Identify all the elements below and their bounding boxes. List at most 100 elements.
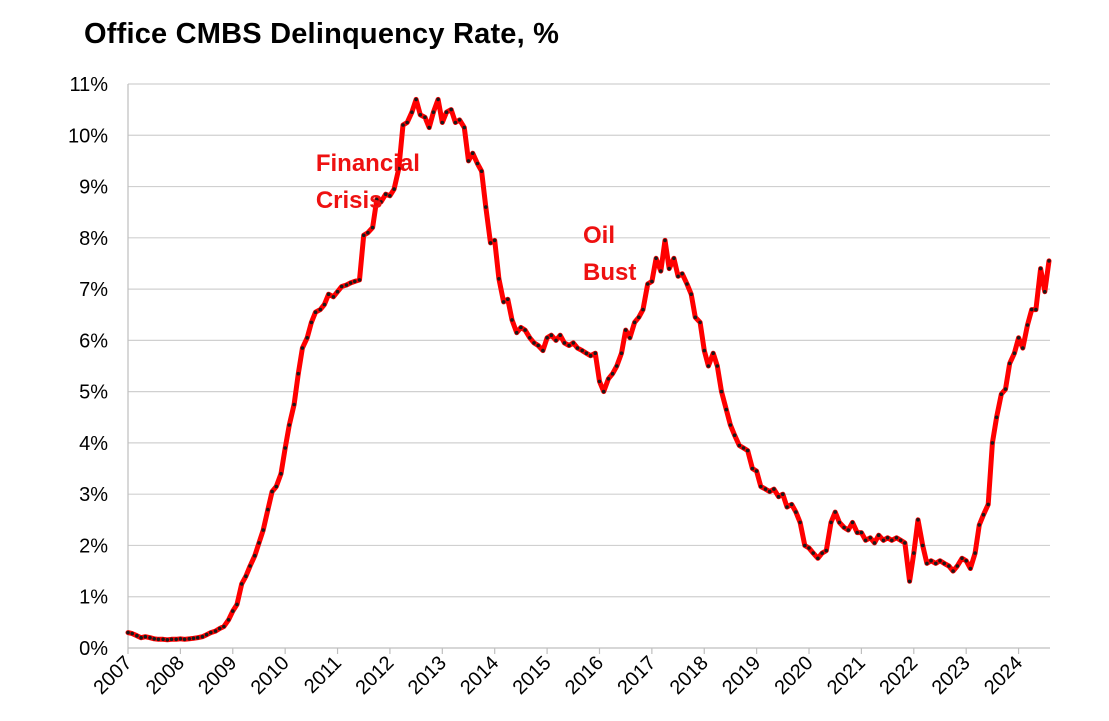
data-point [357, 278, 362, 282]
data-point [1021, 346, 1025, 350]
data-point [126, 630, 130, 635]
data-point [348, 281, 353, 285]
data-point [728, 423, 733, 427]
data-point [807, 546, 811, 550]
data-point [536, 343, 540, 348]
data-point [1034, 307, 1038, 312]
data-point [274, 484, 279, 489]
data-point [322, 302, 327, 307]
data-point [401, 123, 405, 127]
data-point [968, 566, 973, 571]
data-point [960, 556, 964, 561]
data-point [615, 364, 619, 368]
data-point [497, 277, 501, 281]
annotation-label: Bust [583, 259, 636, 286]
axes [127, 84, 1050, 654]
data-point [244, 574, 248, 578]
data-point [920, 543, 925, 548]
data-point [575, 346, 580, 350]
data-point [187, 637, 192, 641]
data-point [772, 487, 776, 491]
x-tick-label: 2013 [404, 652, 451, 699]
x-tick-label: 2020 [771, 652, 818, 699]
data-point [427, 125, 432, 130]
data-point [528, 336, 532, 340]
annotation-label: Financial [316, 150, 420, 177]
data-point [601, 389, 606, 394]
x-tick-label: 2012 [351, 652, 398, 699]
data-point [912, 551, 916, 555]
data-point [785, 505, 789, 509]
data-point [462, 125, 467, 130]
data-point [973, 551, 977, 555]
x-tick-label: 2018 [666, 652, 713, 699]
x-tick-label: 2021 [823, 652, 870, 699]
annotation-label: Oil [583, 222, 615, 249]
data-point [567, 343, 571, 348]
data-point [907, 579, 912, 584]
data-point [423, 115, 427, 120]
chart-title: Office CMBS Delinquency Rate, % [84, 18, 560, 50]
data-point [837, 520, 842, 525]
data-point [934, 561, 938, 566]
gridlines [128, 83, 1050, 598]
data-point [296, 371, 301, 376]
data-point [632, 320, 637, 325]
data-point [672, 256, 676, 261]
data-point [994, 415, 999, 420]
data-point [313, 310, 318, 315]
data-point [593, 351, 598, 356]
data-point [235, 602, 239, 607]
data-point [829, 520, 833, 525]
data-point [309, 320, 314, 325]
y-axis-labels: 0% 1% 2% 3% 4% 5% 6% 7% 8% 9% 10% 11% [68, 74, 108, 660]
data-point [776, 494, 781, 499]
data-point [405, 120, 410, 125]
data-point [305, 336, 310, 340]
data-point [964, 559, 968, 563]
data-point [253, 553, 257, 558]
data-point [741, 446, 746, 450]
data-point [588, 353, 593, 358]
data-point [392, 187, 396, 191]
data-point [300, 346, 305, 350]
data-point [222, 624, 226, 629]
data-point [732, 433, 737, 438]
data-point [379, 200, 383, 204]
data-point [375, 197, 379, 202]
data-point [161, 637, 165, 642]
x-axis-labels: 2007 2008 2009 2010 2011 2012 2013 2014 2015 2016… [90, 652, 1028, 699]
y-tick-label: 11% [69, 74, 108, 96]
data-point [641, 307, 645, 312]
y-tick-label: 1% [79, 587, 108, 609]
data-point [724, 407, 729, 412]
data-point [266, 507, 270, 512]
data-point [798, 520, 802, 525]
data-point [558, 333, 562, 338]
data-point [366, 230, 370, 235]
data-point [737, 443, 742, 448]
data-point [1047, 259, 1051, 263]
data-point [885, 536, 890, 540]
data-point [680, 271, 684, 276]
data-point [890, 538, 894, 543]
x-tick-label: 2015 [509, 652, 556, 699]
data-point [191, 636, 196, 641]
data-point [689, 292, 693, 297]
data-point [859, 530, 864, 535]
data-point [977, 523, 982, 527]
data-point [143, 634, 148, 639]
data-point [178, 637, 183, 641]
data-point [1003, 387, 1008, 391]
data-point [1029, 307, 1034, 312]
data-point [414, 97, 418, 102]
data-point [842, 525, 846, 530]
data-point [947, 564, 951, 568]
data-point [606, 377, 611, 381]
x-tick-label: 2019 [718, 652, 765, 699]
data-point [654, 256, 658, 261]
x-tick-label: 2010 [247, 652, 294, 699]
data-point [811, 551, 815, 555]
data-point [693, 315, 698, 320]
data-point [1043, 289, 1047, 294]
